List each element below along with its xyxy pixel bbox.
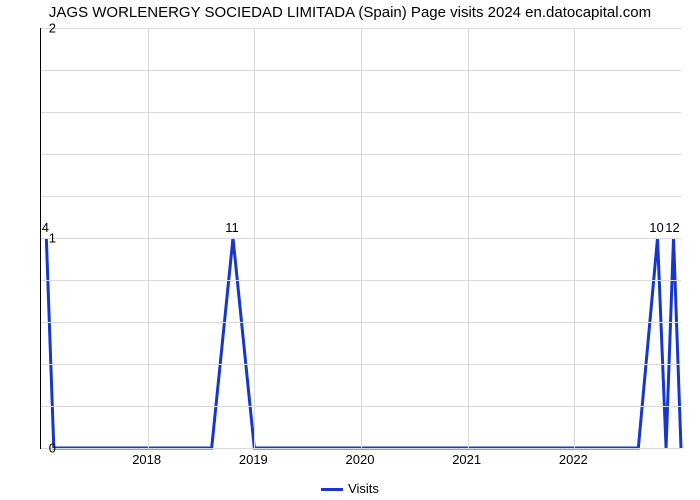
gridline-h-minor	[41, 154, 681, 155]
gridline-h	[41, 28, 681, 29]
y-tick-label: 2	[49, 21, 56, 36]
legend: Visits	[0, 481, 700, 496]
legend-label: Visits	[348, 481, 379, 496]
gridline-h-minor	[41, 196, 681, 197]
datapoint-label: 4	[42, 220, 49, 235]
datapoint-label: 11	[225, 220, 239, 235]
gridline-h	[41, 448, 681, 449]
x-tick-label: 2022	[559, 452, 588, 467]
gridline-h-minor	[41, 322, 681, 323]
y-tick-label: 0	[49, 441, 56, 456]
x-tick-label: 2020	[346, 452, 375, 467]
chart-container: JAGS WORLENERGY SOCIEDAD LIMITADA (Spain…	[0, 0, 700, 500]
x-tick-label: 2021	[452, 452, 481, 467]
gridline-h-minor	[41, 280, 681, 281]
gridline-h	[41, 238, 681, 239]
y-tick-label: 1	[49, 231, 56, 246]
x-tick-label: 2018	[132, 452, 161, 467]
gridline-h-minor	[41, 70, 681, 71]
gridline-h-minor	[41, 406, 681, 407]
gridline-h-minor	[41, 112, 681, 113]
plot-area	[40, 28, 681, 449]
x-tick-label: 2019	[239, 452, 268, 467]
gridline-h-minor	[41, 364, 681, 365]
datapoint-label: 10	[649, 220, 663, 235]
datapoint-label: 12	[665, 220, 679, 235]
chart-title: JAGS WORLENERGY SOCIEDAD LIMITADA (Spain…	[0, 4, 700, 21]
legend-marker	[321, 488, 343, 491]
